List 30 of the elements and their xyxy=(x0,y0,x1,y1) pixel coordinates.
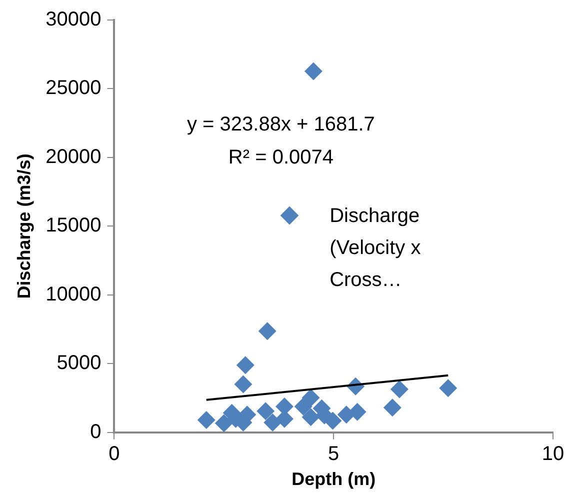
point xyxy=(304,62,322,80)
y-tick-label: 10000 xyxy=(46,283,102,306)
legend-label: Discharge (Velocity x Cross… xyxy=(330,204,422,293)
x-tick-label: 0 xyxy=(108,442,120,465)
point xyxy=(236,356,254,374)
y-tick-label: 15000 xyxy=(46,214,102,237)
point xyxy=(439,379,458,398)
point xyxy=(258,322,276,340)
y-tick-label: 30000 xyxy=(46,8,102,31)
x-axis-title: Depth (m) xyxy=(292,469,376,490)
y-tick-label: 20000 xyxy=(46,146,102,168)
x-tick-label: 10 xyxy=(542,442,564,465)
y-axis-title: Discharge (m3/s) xyxy=(14,154,34,299)
y-tick-label: 0 xyxy=(90,420,102,443)
point xyxy=(383,398,402,417)
point xyxy=(302,388,320,407)
annotation: R² = 0.0074 xyxy=(228,146,334,169)
point xyxy=(234,375,252,394)
point xyxy=(264,414,282,432)
y-tick-label: 25000 xyxy=(46,77,102,100)
point xyxy=(256,402,275,420)
point xyxy=(390,380,408,398)
point xyxy=(294,398,312,416)
point xyxy=(214,414,233,432)
point xyxy=(197,411,216,430)
annotation: y = 323.88x + 1681.7 xyxy=(186,114,375,136)
y-tick-label: 5000 xyxy=(56,352,102,374)
point xyxy=(302,408,320,426)
point xyxy=(348,402,366,421)
x-tick-label: 5 xyxy=(328,442,340,465)
